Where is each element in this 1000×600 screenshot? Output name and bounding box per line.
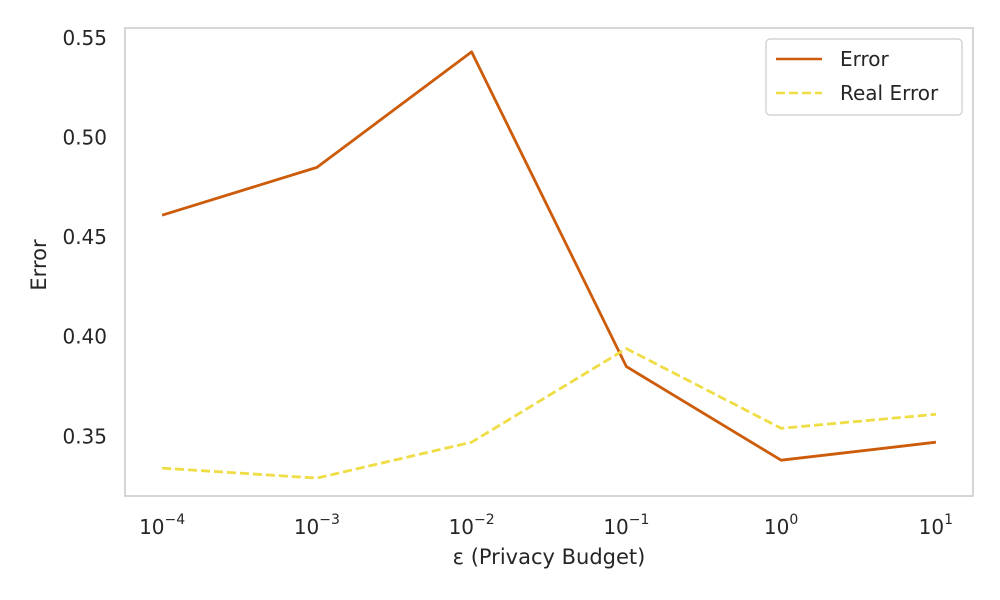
x-tick-base: 10: [603, 515, 628, 539]
x-tick-base: 10: [919, 515, 944, 539]
x-tick-base: 10: [764, 515, 789, 539]
x-tick-label: 10−1: [603, 512, 649, 539]
x-tick-base: 10: [449, 515, 474, 539]
legend-label-error: Error: [840, 47, 890, 71]
y-tick-label: 0.50: [62, 126, 107, 150]
y-tick-label: 0.55: [62, 26, 107, 50]
x-tick-label: 10−3: [294, 512, 340, 539]
x-tick-base: 10: [294, 515, 319, 539]
x-tick-exponent: 0: [789, 512, 798, 528]
x-tick-exponent: −4: [165, 512, 186, 528]
x-tick-base: 10: [139, 515, 164, 539]
x-tick-exponent: 1: [944, 512, 953, 528]
x-tick-exponent: −3: [319, 512, 340, 528]
x-axis-title: ε (Privacy Budget): [453, 545, 646, 569]
x-axis-ticks: 10−4 10−3 10−2 10−1 100 101: [139, 512, 953, 539]
series-line-real-error: [162, 347, 937, 480]
y-tick-label: 0.45: [62, 225, 107, 249]
x-tick-label: 10−2: [449, 512, 495, 539]
legend: Error Real Error: [765, 38, 963, 116]
y-tick-label: 0.35: [62, 424, 107, 448]
x-tick-label: 10−4: [139, 512, 185, 539]
y-axis-ticks: 0.35 0.40 0.45 0.50 0.55: [62, 26, 107, 448]
legend-label-real-error: Real Error: [840, 81, 939, 105]
x-tick-label: 100: [764, 512, 798, 539]
series-lines: [161, 50, 937, 480]
x-tick-label: 101: [919, 512, 953, 539]
x-tick-exponent: −1: [629, 512, 650, 528]
plot-frame: [124, 27, 974, 497]
y-axis-title: Error: [27, 239, 51, 291]
y-tick-label: 0.40: [62, 325, 107, 349]
series-line-error: [161, 50, 937, 462]
x-tick-exponent: −2: [474, 512, 495, 528]
